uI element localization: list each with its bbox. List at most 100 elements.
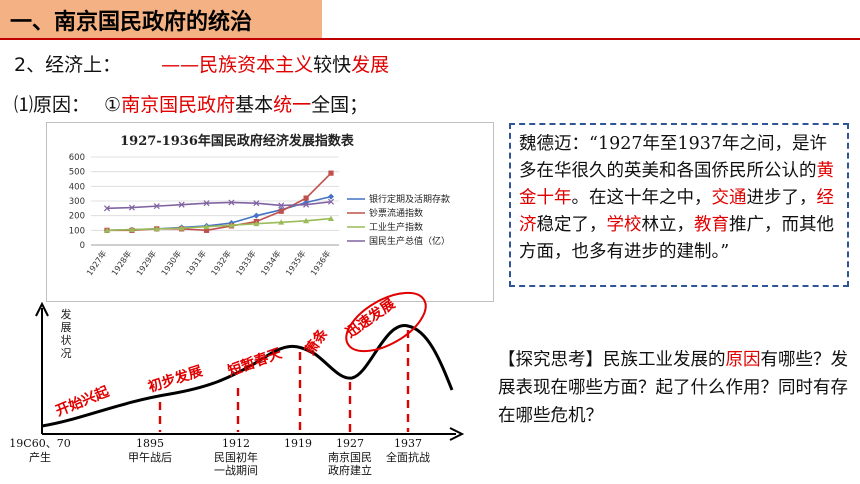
dev-x-caption: 南京国民 <box>328 450 372 464</box>
economy-develop: 发展 <box>351 54 390 76</box>
quote-school: 学校 <box>606 215 642 235</box>
reason-line: ⑴原因： ①南京国民政府基本统一全国； <box>14 90 368 117</box>
index-x-tick-label: 1932年 <box>209 248 233 277</box>
index-legend-label: 银行定期及活期存款 <box>369 193 450 205</box>
index-point <box>328 193 334 200</box>
index-point <box>228 199 235 206</box>
index-chart-svg: 1927-1936年国民政府经济发展指数表 0 100 200 300 400 500 600… <box>69 133 450 277</box>
dev-x-caption: 一战期间 <box>214 464 258 477</box>
dev-highlight-circle <box>345 291 427 353</box>
quote-text-5: 林立， <box>641 215 695 235</box>
index-x-tick-label: 1927年 <box>84 248 108 277</box>
index-series-line <box>106 200 332 210</box>
quote-text-1: 魏德迈：“1927年至1937年之间，是许多在华很久的英美和各国侨民所公认的 <box>519 134 828 181</box>
dev-x-arrow <box>449 427 465 441</box>
reason-government: 南京国民政府 <box>121 94 236 116</box>
economy-capitalism: 民族资本主义 <box>199 54 314 76</box>
index-x-tick-label: 1931年 <box>184 248 208 277</box>
index-point <box>178 201 185 208</box>
quote-economy: 经济 <box>519 188 834 235</box>
index-point <box>203 223 210 230</box>
index-point <box>278 219 285 225</box>
index-point <box>203 227 210 233</box>
index-point <box>303 195 309 201</box>
quote-text-3: 进步了， <box>746 188 817 208</box>
index-point <box>303 217 310 224</box>
page-title: 一、南京国民政府的统治 <box>10 10 253 35</box>
reason-country: 全国； <box>311 94 369 116</box>
explore-reason: 原因 <box>725 350 761 370</box>
dev-x-year: 1895 <box>136 437 164 450</box>
explore-rest: 有哪些？发展表现在哪些方面？起了什么作用？同时有存在哪些危机？ <box>498 350 848 426</box>
index-point <box>253 220 260 227</box>
dev-x-caption: 民国初年 <box>214 450 258 464</box>
index-y-tick-label: 400 <box>69 182 85 192</box>
dev-x-year: 1919 <box>284 437 312 450</box>
index-series-line <box>106 217 332 232</box>
explore-open: 【探究思考】民族工业发展的 <box>498 350 726 370</box>
index-x-tick-label: 1928年 <box>109 248 133 277</box>
index-y-tick-label: 300 <box>69 197 85 207</box>
dev-phase-label: 萧条 <box>301 325 332 359</box>
index-point <box>203 200 210 207</box>
dev-phase-label: 开始兴起 <box>53 383 112 420</box>
index-chart: 1927-1936年国民政府经济发展指数表 0 100 200 300 400 500 600… <box>46 122 494 302</box>
reason-basic: 基本 <box>235 94 274 116</box>
dev-x-year: 19C60、70 <box>9 437 70 450</box>
index-point <box>128 204 135 211</box>
index-x-tick-label: 1936年 <box>308 248 332 277</box>
title-underline <box>0 38 860 40</box>
index-point <box>153 203 160 210</box>
dev-y-label-char: 况 <box>61 347 72 360</box>
dev-x-caption: 产生 <box>29 450 51 464</box>
reason-unify: 统一 <box>273 94 312 116</box>
index-point <box>253 212 260 219</box>
index-point <box>253 200 260 207</box>
index-y-tick-label: 500 <box>69 168 85 178</box>
index-point <box>104 227 110 233</box>
index-legend-label: 钞票流通指数 <box>369 207 423 219</box>
dev-phase-label: 初步发展 <box>146 362 205 395</box>
index-y-tick-label: 100 <box>69 226 85 236</box>
index-point <box>328 215 334 221</box>
quote-golden-decade: 黄金十年 <box>519 161 834 208</box>
index-x-tick-label: 1929年 <box>134 248 158 277</box>
index-legend-label: 国民生产总值（亿） <box>369 235 450 247</box>
index-x-tick-label: 1930年 <box>159 248 183 277</box>
index-point <box>228 222 235 228</box>
explore-question: 【探究思考】民族工业发展的原因有哪些？发展表现在哪些方面？起了什么作用？同时有存… <box>498 346 858 430</box>
index-legend-label: 工业生产指数 <box>369 221 423 233</box>
economy-line: 2、经济上： ——民族资本主义较快发展 <box>14 50 389 77</box>
index-point <box>327 198 335 205</box>
index-x-tick-label: 1934年 <box>258 248 282 277</box>
index-point <box>178 225 185 231</box>
economy-faster: 较快 <box>313 54 352 76</box>
index-y-tick-label: 0 <box>80 241 85 251</box>
dev-x-caption: 全面抗战 <box>386 450 430 464</box>
dev-curve <box>41 324 454 428</box>
dev-y-label-char: 发 <box>61 307 72 321</box>
index-point <box>303 199 310 206</box>
index-point <box>328 170 334 176</box>
dev-x-year: 1937 <box>394 437 422 450</box>
dev-y-label-char: 展 <box>61 321 72 334</box>
index-y-tick-label: 600 <box>69 153 85 163</box>
index-chart-title: 1927-1936年国民政府经济发展指数表 <box>120 133 355 149</box>
index-point <box>153 225 160 232</box>
dev-x-caption: 甲午战后 <box>128 451 172 464</box>
index-point <box>103 205 111 212</box>
dev-phase-label: 短暂春天 <box>226 344 285 379</box>
index-point <box>303 201 310 208</box>
quote-transport: 交通 <box>711 188 747 208</box>
quote-text-2: 。在这十年之中， <box>571 188 712 208</box>
index-point <box>128 226 135 232</box>
economy-dash: —— <box>161 54 200 76</box>
quote-education: 教育 <box>694 215 729 235</box>
dev-y-label-char: 状 <box>61 333 72 347</box>
quote-text-4: 稳定了， <box>536 215 607 235</box>
index-y-tick-label: 200 <box>69 212 85 222</box>
reason-num: ① <box>104 94 122 116</box>
reason-prefix: ⑴原因： <box>14 94 91 116</box>
economy-prefix: 2、经济上： <box>14 54 122 76</box>
